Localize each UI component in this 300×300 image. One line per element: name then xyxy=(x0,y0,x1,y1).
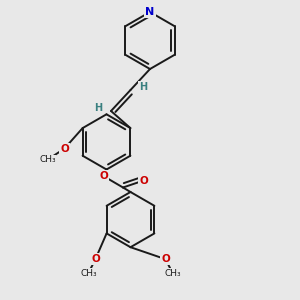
Text: O: O xyxy=(161,254,170,264)
Text: O: O xyxy=(99,171,108,181)
Text: H: H xyxy=(139,82,147,92)
Text: CH₃: CH₃ xyxy=(39,155,56,164)
Text: O: O xyxy=(91,254,100,264)
Text: CH₃: CH₃ xyxy=(80,268,97,278)
Text: H: H xyxy=(94,103,103,113)
Text: CH₃: CH₃ xyxy=(164,268,181,278)
Text: O: O xyxy=(139,176,148,186)
Text: N: N xyxy=(146,7,154,17)
Text: O: O xyxy=(60,143,69,154)
